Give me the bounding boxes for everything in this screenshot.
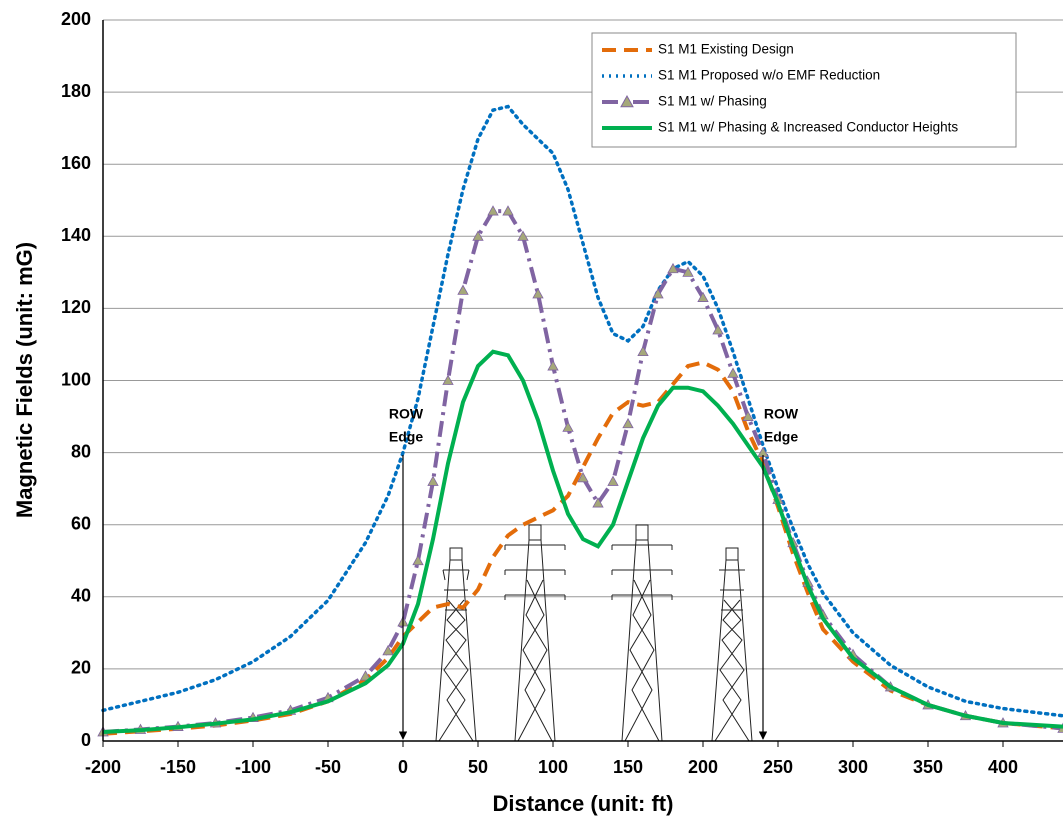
y-tick-label: 100: [61, 369, 91, 389]
annotation: Edge: [764, 429, 798, 445]
annotation: ROW: [389, 406, 424, 422]
marker: [562, 421, 574, 432]
x-tick-label: 400: [988, 757, 1018, 777]
marker: [742, 410, 754, 421]
legend-label: S1 M1 w/ Phasing & Increased Conductor H…: [658, 120, 958, 135]
marker: [637, 345, 649, 357]
annotation: ROW: [764, 406, 799, 422]
marker: [682, 266, 694, 277]
y-tick-label: 0: [81, 730, 91, 750]
marker: [532, 288, 544, 299]
annotation: Edge: [389, 429, 423, 445]
marker: [607, 475, 619, 486]
marker: [697, 291, 709, 302]
marker: [517, 230, 529, 241]
series-line: [102, 349, 1063, 734]
y-tick-label: 180: [61, 81, 91, 101]
y-tick-label: 40: [71, 586, 91, 606]
y-tick-label: 60: [71, 513, 91, 533]
marker: [412, 554, 424, 566]
x-tick-label: 0: [398, 757, 408, 777]
series-line: [102, 360, 1063, 736]
marker: [667, 262, 679, 274]
legend-label: S1 M1 Proposed w/o EMF Reduction: [658, 68, 880, 83]
legend-label: S1 M1 Existing Design: [658, 42, 794, 57]
marker: [652, 288, 664, 299]
x-tick-label: 250: [763, 757, 793, 777]
marker: [427, 475, 439, 486]
x-tick-label: 100: [538, 757, 568, 777]
y-tick-label: 20: [71, 658, 91, 678]
marker: [442, 374, 454, 385]
legend-label: S1 M1 w/ Phasing: [658, 94, 767, 109]
legend-box: [591, 32, 1017, 148]
marker: [592, 497, 604, 508]
y-tick-label: 160: [61, 153, 91, 173]
x-tick-label: -150: [160, 757, 196, 777]
x-tick-label: -50: [315, 757, 341, 777]
legend-marker: [620, 94, 634, 108]
series-line: [102, 209, 1063, 734]
x-axis-title: Distance (unit: ft): [493, 791, 674, 816]
marker: [502, 205, 514, 216]
x-tick-label: 300: [838, 757, 868, 777]
y-tick-label: 80: [71, 441, 91, 461]
marker: [547, 360, 559, 371]
marker: [487, 205, 499, 216]
x-tick-label: -100: [235, 757, 271, 777]
y-tick-label: 120: [61, 297, 91, 317]
marker: [472, 230, 484, 241]
marker: [712, 324, 724, 335]
marker: [727, 367, 739, 378]
marker: [457, 284, 469, 295]
marker: [359, 670, 372, 681]
x-tick-label: 150: [613, 757, 643, 777]
marker: [622, 417, 634, 429]
y-tick-label: 140: [61, 225, 91, 245]
x-tick-label: 200: [688, 757, 718, 777]
marker: [382, 645, 394, 656]
series-line: [101, 104, 1063, 718]
y-tick-label: 200: [61, 9, 91, 29]
y-axis-title: Magnetic Fields (unit: mG): [12, 242, 37, 518]
marker: [577, 472, 589, 483]
x-tick-label: 50: [468, 757, 488, 777]
towers: [435, 524, 753, 742]
x-tick-label: -200: [85, 757, 121, 777]
x-tick-label: 350: [913, 757, 943, 777]
